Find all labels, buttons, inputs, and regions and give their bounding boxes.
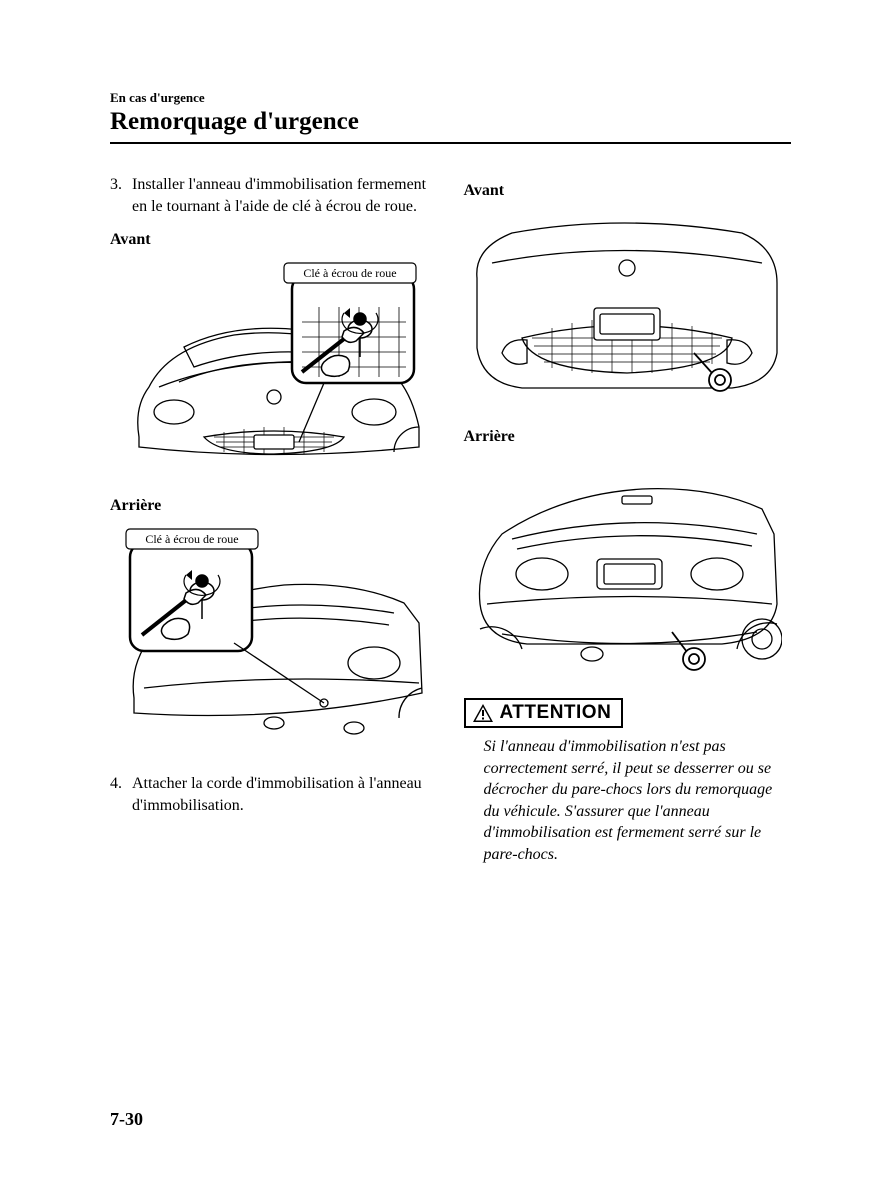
figure-arriere-hook [464,454,792,674]
label-arriere-right: Arrière [464,428,792,446]
figure-avant-hook [464,208,792,408]
section-kicker: En cas d'urgence [110,90,791,106]
two-column-layout: 3. Installer l'anneau d'immobilisation f… [110,174,791,866]
callout-label-arriere: Clé à écrou de roue [145,532,238,546]
step-number: 3. [110,174,132,217]
warning-icon [472,703,494,723]
attention-body: Si l'anneau d'immobilisation n'est pas c… [464,736,792,866]
step-number: 4. [110,773,132,816]
attention-label: ATTENTION [500,702,612,724]
figure-avant-wrench: Clé à écrou de roue [110,257,438,477]
attention-box: ATTENTION Si l'anneau d'immobilisation n… [464,698,792,866]
label-arriere-left: Arrière [110,497,438,515]
page-number: 7-30 [110,1109,143,1130]
callout-label-avant: Clé à écrou de roue [303,266,396,280]
step-3: 3. Installer l'anneau d'immobilisation f… [110,174,438,217]
left-column: 3. Installer l'anneau d'immobilisation f… [110,174,438,866]
page-title: Remorquage d'urgence [110,108,791,136]
attention-heading: ATTENTION [464,698,624,728]
right-column: Avant [464,174,792,866]
step-4: 4. Attacher la corde d'immobilisation à … [110,773,438,816]
step-text: Installer l'anneau d'immobilisation ferm… [132,174,438,217]
label-avant-left: Avant [110,231,438,249]
figure-arriere-wrench: Clé à écrou de roue [110,523,438,753]
title-rule [110,142,791,144]
label-avant-right: Avant [464,182,792,200]
step-text: Attacher la corde d'immobilisation à l'a… [132,773,438,816]
